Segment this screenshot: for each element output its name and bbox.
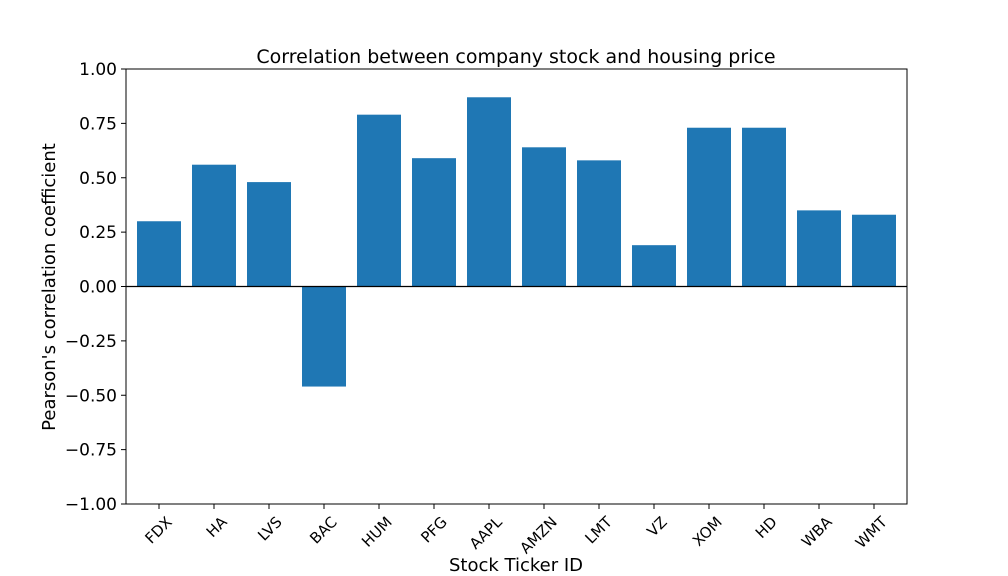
y-tick-label: 0.25 [79, 223, 117, 243]
x-axis-label: Stock Ticker ID [449, 555, 583, 576]
bar-aapl [467, 97, 511, 287]
bar-hum [357, 114, 401, 287]
y-tick-label: 0.50 [79, 169, 117, 189]
bar-fdx [137, 221, 181, 287]
y-tick-label: 0.00 [79, 278, 117, 298]
plot-frame [125, 68, 908, 505]
bar-wmt [852, 214, 896, 287]
y-tick-label: 0.75 [79, 114, 117, 134]
y-tick-labels: −1.00 −0.75 −0.50 −0.25 0.00 0.25 0.50 0.75 1.00 [65, 60, 117, 515]
y-tick-label: −0.50 [65, 386, 117, 406]
bar-hd [742, 127, 786, 287]
y-tick-label: −0.75 [65, 441, 117, 461]
bar-pfg [412, 158, 456, 287]
chart-title: Correlation between company stock and ho… [256, 46, 775, 68]
bars-group [137, 97, 896, 387]
bar-xom [687, 127, 731, 287]
bar-ha [192, 164, 236, 287]
y-axis-label: Pearson's correlation coefficient [39, 143, 60, 431]
bar-bac [302, 286, 346, 387]
y-tick-marks [121, 68, 126, 505]
y-tick-label: −1.00 [65, 495, 117, 515]
bar-lmt [577, 160, 621, 287]
bar-lvs [247, 182, 291, 287]
bar-amzn [522, 147, 566, 287]
y-tick-label: 1.00 [79, 60, 117, 80]
y-tick-label: −0.25 [65, 332, 117, 352]
bar-wba [797, 210, 841, 287]
x-tick-marks [158, 504, 875, 509]
bar-vz [632, 245, 676, 287]
